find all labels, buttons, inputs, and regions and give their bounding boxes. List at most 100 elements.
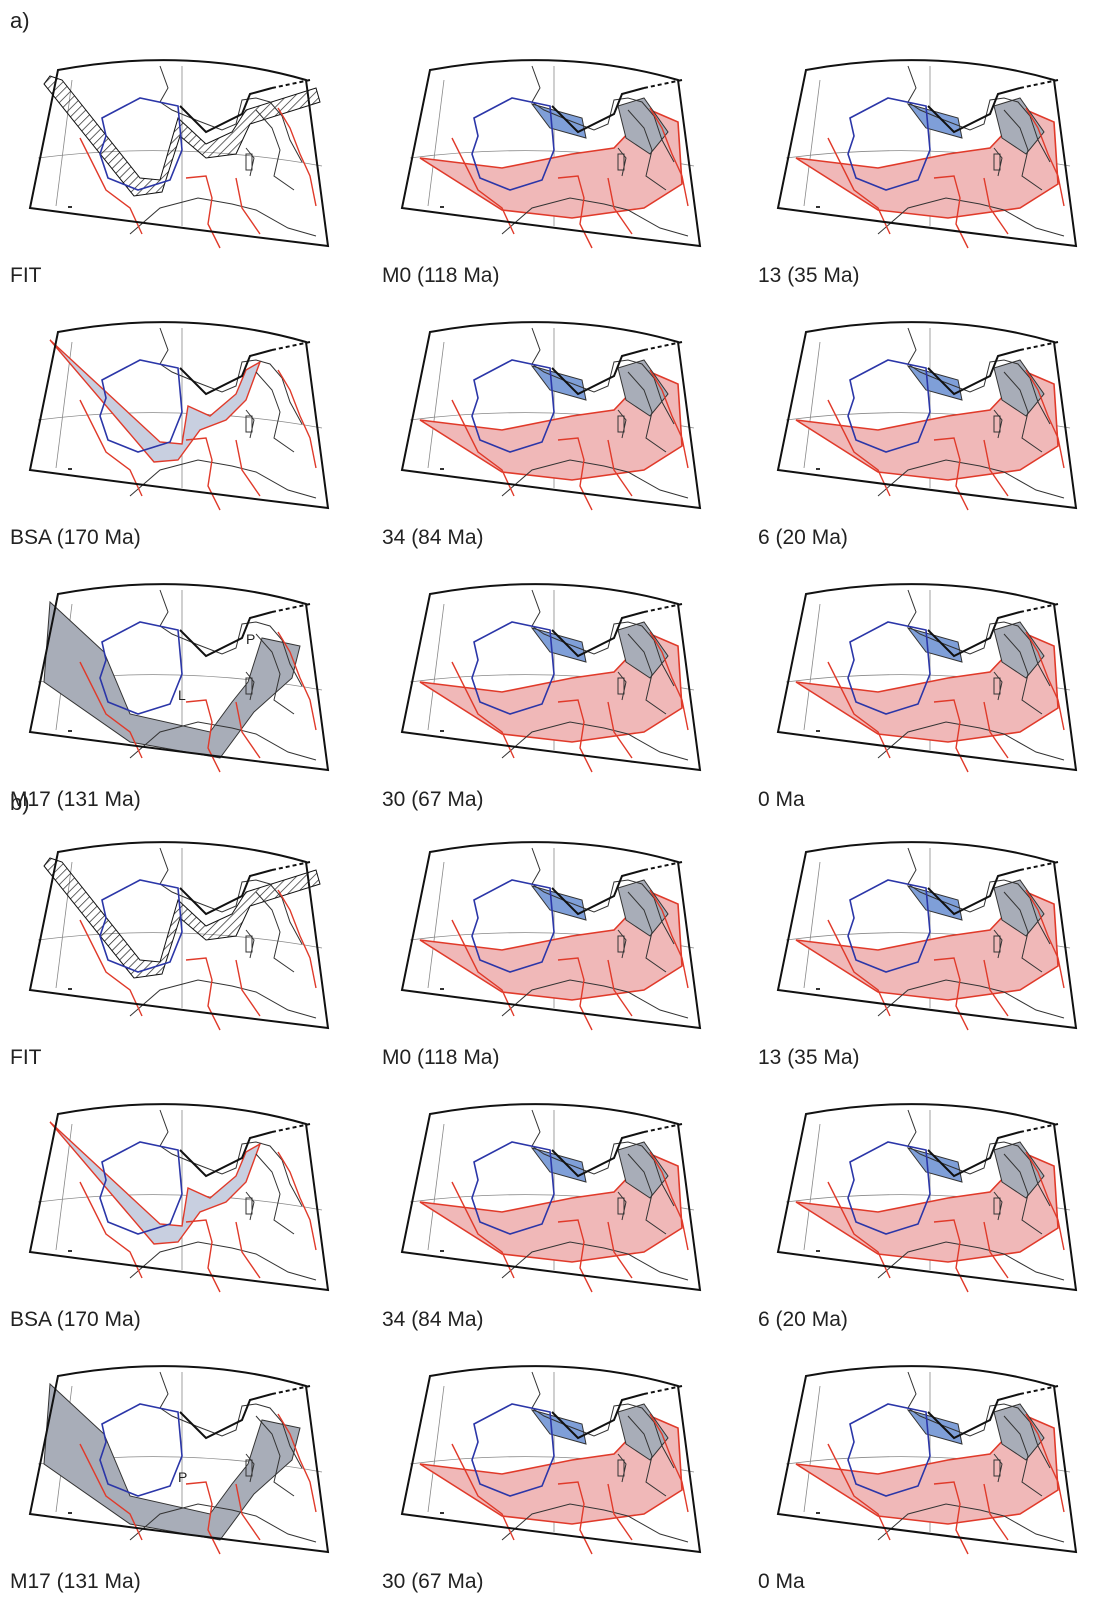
plate-boundary-dashed [271,1123,311,1133]
plate-boundary-dashed [271,603,311,613]
iberia-outline [471,97,555,191]
island-mark [245,153,253,171]
plate-boundary-line [551,87,645,134]
island-mark [993,1197,1001,1215]
plate-boundary-line [179,869,273,916]
overlap-hatch [43,75,321,197]
africa-margin-lines [79,1151,317,1293]
island-mark [245,677,253,695]
map-frame [28,321,330,510]
island-dot [440,206,444,208]
iberia-margin-fill [530,885,587,921]
island-dot [68,730,72,732]
iberia-outline [471,621,555,715]
plate-boundary-dashed [271,1385,311,1395]
map-frame [28,1365,330,1554]
island-dot [816,1512,820,1514]
africa-margin-lines [79,369,317,511]
island-mark [245,415,253,433]
africa-margin-lines [79,107,317,249]
island-mark [617,415,625,433]
africa-domain-fill [419,1153,683,1263]
iberia-outline [847,1403,931,1497]
adria-block-fill [617,621,669,679]
africa-domain-fill [795,1415,1059,1525]
boundary-fill [49,339,262,463]
island-dot [816,988,820,990]
plate-boundary-dashed [643,861,683,871]
map-panel-p0-9 [776,583,1078,773]
map-panel-p1-2 [400,841,702,1031]
graticule [37,66,323,226]
adria-block-fill [617,1403,669,1461]
adria-block-fill [993,621,1045,679]
plate-boundary-line [927,611,1021,658]
africa-domain-fill [795,1153,1059,1263]
adria-block-fill [617,97,669,155]
iberia-outline [99,1141,183,1235]
iberia-outline [99,359,183,453]
plate-boundary-dashed [1019,1123,1059,1133]
map-letter: L [178,687,186,703]
map-panel-p0-4 [28,321,330,511]
map-frame [28,59,330,248]
africa-margin-lines [79,889,317,1031]
iberia-outline [847,879,931,973]
africa-domain-fill [419,371,683,481]
island-dot [68,1250,72,1252]
reconstruction-shapes [49,339,262,463]
panel-caption: M0 (118 Ma) [382,1046,500,1069]
map-panel-p1-8 [400,1365,702,1555]
island-dot [68,1512,72,1514]
adria-block-fill [617,1141,669,1199]
island-mark [617,1459,625,1477]
map-frame [776,1103,1078,1292]
iberia-outline [99,97,183,191]
island-mark [617,153,625,171]
plate-domain-fill [43,1382,301,1541]
panel-caption: BSA (170 Ma) [10,1308,141,1331]
iberia-margin-fill [530,103,587,139]
africa-domain-fill [419,633,683,743]
overlap-hatch [43,857,321,979]
plate-boundary-dashed [643,79,683,89]
plate-boundary-line [927,87,1021,134]
iberia-outline [847,359,931,453]
plate-boundary-line [551,869,645,916]
iberia-margin-fill [530,1409,587,1445]
reconstruction-shapes [795,879,1059,1001]
panel-caption: 13 (35 Ma) [758,1046,860,1069]
panel-caption: 13 (35 Ma) [758,264,860,287]
plate-boundary-dashed [643,1123,683,1133]
island-mark [993,677,1001,695]
adria-block-fill [617,359,669,417]
map-letter: P [178,1469,187,1485]
map-frame [400,1365,702,1554]
map-panel-p0-7: LP [28,583,330,773]
map-panel-p1-9 [776,1365,1078,1555]
map-frame [400,841,702,1030]
reconstruction-shapes [419,1141,683,1263]
iberia-outline [471,359,555,453]
plate-boundary-line [179,1393,273,1440]
island-dot [816,468,820,470]
plate-boundary-dashed [1019,1385,1059,1395]
map-frame [400,1103,702,1292]
adria-block-fill [993,359,1045,417]
iberia-outline [471,1403,555,1497]
reconstruction-shapes [419,359,683,481]
map-frame [28,583,330,772]
reconstruction-shapes [419,879,683,1001]
island-dot [816,730,820,732]
island-dot [68,468,72,470]
plate-boundary-dashed [271,341,311,351]
reconstruction-shapes [795,97,1059,219]
iberia-outline [471,1141,555,1235]
iberia-margin-fill [906,1147,963,1183]
adria-block-fill [617,879,669,937]
reconstruction-shapes [419,1403,683,1525]
africa-domain-fill [795,371,1059,481]
panel-caption: FIT [10,264,42,287]
iberia-outline [847,1141,931,1235]
reconstruction-shapes [43,857,321,979]
